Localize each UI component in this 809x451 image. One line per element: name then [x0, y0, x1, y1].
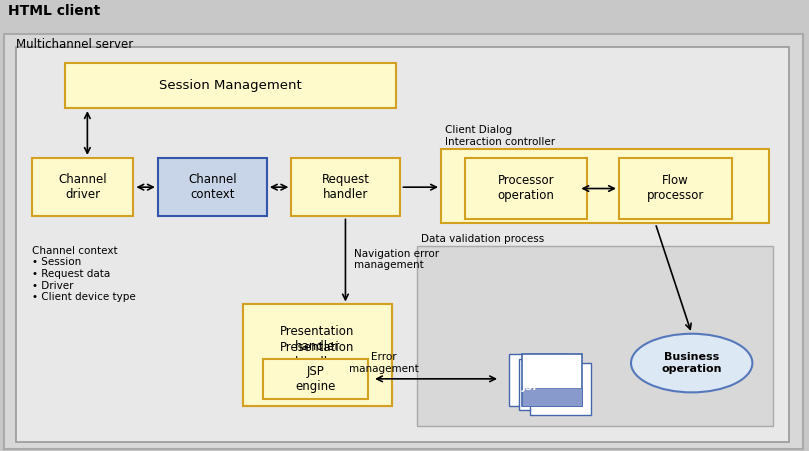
Text: HTML client: HTML client [8, 4, 100, 18]
Text: Navigation error
management: Navigation error management [354, 249, 439, 270]
Text: Business
operation: Business operation [662, 352, 722, 374]
Text: Multichannel server: Multichannel server [16, 38, 133, 51]
Text: Processor
operation: Processor operation [498, 174, 554, 202]
FancyBboxPatch shape [243, 304, 392, 406]
Ellipse shape [631, 334, 752, 392]
Text: Presentation
handler: Presentation handler [281, 341, 354, 369]
Text: Channel
context: Channel context [188, 173, 237, 201]
Text: Channel context
• Session
• Request data
• Driver
• Client device type: Channel context • Session • Request data… [32, 246, 136, 302]
FancyBboxPatch shape [619, 158, 732, 219]
Text: Session Management: Session Management [159, 79, 302, 92]
FancyBboxPatch shape [530, 363, 591, 415]
FancyBboxPatch shape [522, 388, 582, 406]
Text: JSP: JSP [521, 382, 540, 392]
Text: Flow
processor: Flow processor [647, 174, 704, 202]
FancyBboxPatch shape [417, 246, 773, 426]
FancyBboxPatch shape [522, 354, 582, 406]
FancyBboxPatch shape [441, 149, 769, 223]
FancyBboxPatch shape [243, 304, 392, 406]
Text: Request
handler: Request handler [322, 173, 370, 201]
FancyBboxPatch shape [509, 354, 570, 406]
Text: Error
management: Error management [349, 352, 419, 374]
Text: Client Dialog
Interaction controller: Client Dialog Interaction controller [445, 125, 555, 147]
Text: Data validation process: Data validation process [421, 234, 544, 244]
FancyBboxPatch shape [16, 47, 789, 442]
FancyBboxPatch shape [291, 158, 400, 216]
Text: JSP
engine: JSP engine [295, 365, 336, 393]
FancyBboxPatch shape [158, 158, 267, 216]
Text: Presentation
handler: Presentation handler [281, 325, 354, 353]
FancyBboxPatch shape [465, 158, 587, 219]
FancyBboxPatch shape [263, 359, 368, 399]
Text: Channel
driver: Channel driver [58, 173, 108, 201]
FancyBboxPatch shape [4, 34, 803, 449]
FancyBboxPatch shape [65, 63, 396, 108]
FancyBboxPatch shape [519, 359, 580, 410]
FancyBboxPatch shape [32, 158, 133, 216]
